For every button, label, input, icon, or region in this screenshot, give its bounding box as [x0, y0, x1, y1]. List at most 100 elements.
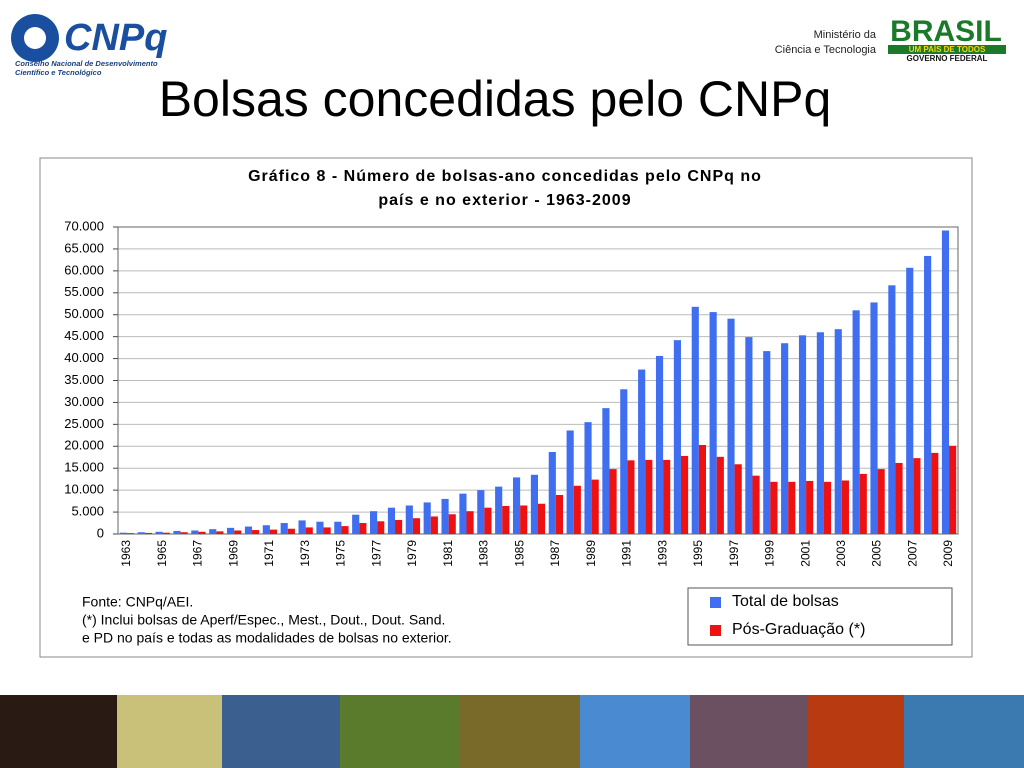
- bar: [359, 523, 367, 534]
- bar: [119, 532, 127, 534]
- bar: [287, 528, 295, 534]
- bar: [334, 521, 342, 534]
- bar: [816, 332, 824, 534]
- y-tick-label: 15.000: [64, 460, 104, 475]
- bar: [209, 529, 217, 534]
- bar: [645, 459, 653, 534]
- brand: BRASIL: [890, 15, 1002, 48]
- bar: [430, 516, 438, 534]
- bar: [673, 340, 681, 534]
- bar: [906, 267, 914, 534]
- x-tick-label: 1991: [620, 540, 634, 567]
- bar: [126, 533, 135, 534]
- bar: [502, 505, 510, 534]
- y-tick-label: 30.000: [64, 394, 104, 409]
- x-tick-label: 1977: [369, 540, 383, 567]
- bar: [244, 526, 253, 534]
- bar: [191, 530, 199, 534]
- bar: [216, 531, 224, 534]
- x-tick-label: 1989: [584, 540, 598, 567]
- bar: [512, 477, 521, 534]
- bar: [698, 444, 706, 534]
- bar: [680, 455, 689, 534]
- bar: [573, 485, 581, 534]
- x-tick-label: 1985: [512, 540, 526, 567]
- legend-swatch: [710, 625, 721, 636]
- bar: [949, 445, 957, 534]
- bar: [663, 459, 671, 534]
- bar: [548, 451, 556, 534]
- x-tick-label: 1999: [763, 540, 777, 567]
- bar: [609, 469, 617, 534]
- bar: [584, 422, 592, 534]
- x-tick-label: 1995: [691, 540, 705, 567]
- bar: [441, 498, 449, 534]
- bar: [566, 430, 574, 534]
- x-tick-label: 1973: [298, 540, 312, 567]
- x-tick-label: 2007: [905, 540, 919, 567]
- photo: [690, 695, 808, 768]
- bar: [387, 507, 396, 534]
- bar: [806, 480, 814, 534]
- bar: [412, 518, 421, 534]
- bar: [173, 530, 181, 534]
- bar: [466, 511, 474, 534]
- bar: [913, 458, 921, 534]
- x-tick-label: 1967: [191, 540, 205, 567]
- bar: [727, 318, 735, 534]
- photo: [0, 695, 117, 768]
- x-tick-label: 1997: [727, 540, 741, 567]
- photo: [580, 695, 690, 768]
- page-title: Bolsas concedidas pelo CNPq: [159, 71, 832, 127]
- bar: [602, 408, 610, 534]
- bar: [555, 494, 564, 534]
- logo-line: Científico e Tecnológico: [15, 68, 102, 77]
- bar: [484, 507, 492, 534]
- slogan: UM PAÍS DE TODOS: [909, 45, 986, 54]
- ministry-line: Ciência e Tecnologia: [775, 44, 877, 56]
- bar: [423, 502, 431, 534]
- bar: [841, 480, 849, 534]
- chart-title: Gráfico 8 - Número de bolsas-ano concedi…: [248, 168, 762, 185]
- photo: [117, 695, 222, 768]
- bar: [877, 469, 885, 534]
- bar: [859, 473, 867, 534]
- note: e PD no país e todas as modalidades de b…: [82, 630, 452, 646]
- bar: [370, 511, 378, 534]
- note: (*) Inclui bolsas de Aperf/Espec., Mest.…: [82, 612, 445, 628]
- bar: [280, 523, 288, 534]
- y-tick-label: 0: [97, 525, 104, 540]
- bar: [405, 505, 413, 534]
- bar: [234, 530, 242, 534]
- bar: [137, 532, 145, 534]
- bar: [745, 337, 753, 534]
- bar: [627, 460, 635, 534]
- bar: [798, 335, 807, 534]
- bar: [316, 521, 324, 534]
- bar: [709, 312, 717, 534]
- y-tick-label: 70.000: [64, 218, 104, 233]
- y-tick-label: 55.000: [64, 284, 104, 299]
- y-tick-label: 25.000: [64, 416, 104, 431]
- bar: [377, 521, 385, 534]
- legend-swatch: [710, 597, 721, 608]
- bar: [180, 532, 188, 534]
- x-tick-label: 1963: [119, 540, 133, 567]
- bar: [162, 532, 170, 534]
- x-tick-label: 1975: [334, 540, 348, 567]
- y-tick-label: 60.000: [64, 262, 104, 277]
- x-tick-label: 1987: [548, 540, 562, 567]
- photo: [808, 695, 904, 768]
- cnpq-emblem-inner: [24, 27, 46, 49]
- bar: [477, 490, 485, 534]
- x-tick-label: 2001: [798, 540, 812, 567]
- bar: [823, 481, 832, 534]
- y-tick-label: 10.000: [64, 482, 104, 497]
- y-tick-label: 45.000: [64, 328, 104, 343]
- y-tick-label: 50.000: [64, 306, 104, 321]
- bar: [538, 503, 546, 534]
- bar: [924, 255, 932, 534]
- bar: [323, 527, 331, 534]
- ministry-line: Ministério da: [814, 29, 877, 41]
